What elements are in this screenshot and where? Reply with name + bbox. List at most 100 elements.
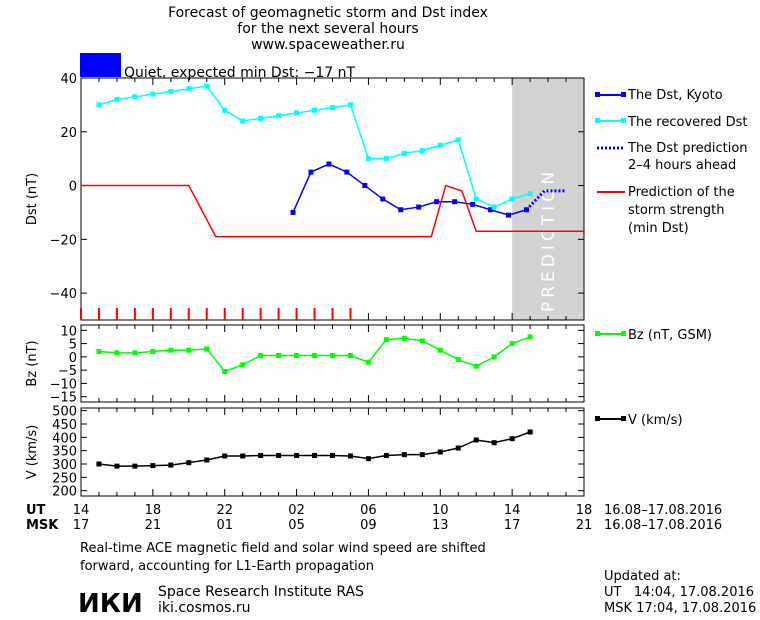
- data-point: [452, 199, 458, 205]
- data-point: [330, 353, 335, 359]
- data-point: [365, 456, 371, 462]
- data-point: [347, 102, 353, 108]
- data-point: [114, 97, 120, 103]
- title-line-2: for the next several hours: [237, 21, 418, 37]
- data-point: [509, 196, 515, 202]
- legend-prediction-line1: The Dst prediction: [627, 141, 748, 156]
- data-point: [186, 347, 192, 353]
- y-tick-label: 0: [69, 351, 77, 366]
- ut-tick-label: 14: [504, 503, 521, 518]
- institute-url: iki.cosmos.ru: [158, 600, 250, 616]
- status-swatch: [80, 53, 121, 77]
- data-point: [204, 346, 210, 352]
- data-point: [240, 118, 246, 124]
- date-range-ut: 16.08–17.08.2016: [604, 503, 722, 518]
- data-point: [383, 156, 389, 162]
- data-point: [491, 204, 497, 210]
- data-point: [383, 337, 389, 343]
- y-tick-label: 300: [52, 458, 77, 473]
- ut-tick-label: 14: [73, 503, 90, 518]
- status-text: Quiet, expected min Dst: −17 nT: [124, 65, 356, 81]
- data-point: [330, 452, 335, 458]
- data-point: [473, 437, 479, 443]
- y-tick-label: 450: [52, 418, 77, 433]
- data-point: [96, 349, 102, 355]
- data-point: [312, 353, 318, 359]
- data-point: [506, 212, 512, 218]
- ut-tick-label: 10: [432, 503, 449, 518]
- data-point: [509, 341, 515, 347]
- ut-tick-label: 02: [288, 503, 305, 518]
- data-point: [132, 94, 138, 100]
- ut-tick-label: 06: [360, 503, 377, 518]
- data-point: [380, 196, 386, 202]
- legend-strength-line1: Prediction of the: [628, 185, 735, 200]
- data-point: [383, 452, 389, 458]
- dst-frame: [80, 77, 585, 321]
- data-point: [473, 363, 479, 369]
- series-line: [525, 189, 567, 211]
- legend-strength-line2: storm strength: [628, 203, 725, 218]
- data-point: [132, 463, 138, 469]
- data-point: [347, 453, 353, 459]
- data-point: [222, 107, 228, 113]
- data-point: [365, 156, 371, 162]
- y-tick-label: 5: [69, 338, 77, 353]
- y-tick-label: 20: [60, 126, 77, 141]
- data-point: [290, 209, 296, 215]
- data-point: [258, 452, 264, 458]
- data-point: [240, 453, 246, 459]
- y-tick-label: 10: [60, 324, 77, 339]
- data-point: [150, 91, 156, 97]
- bz-frame: [80, 324, 585, 403]
- data-point: [398, 207, 404, 213]
- y-tick-label: 0: [69, 180, 77, 195]
- updated-ut: UT 14:04, 17.08.2016: [604, 585, 754, 600]
- data-point: [168, 347, 174, 353]
- series-line: [292, 163, 527, 216]
- data-point: [527, 191, 533, 197]
- v-y-label: V (km/s): [25, 425, 40, 480]
- data-point: [258, 353, 264, 359]
- legend-dst-label: The Dst, Kyoto: [627, 88, 723, 103]
- data-point: [365, 359, 371, 365]
- data-point: [455, 445, 461, 451]
- v-frame: [80, 407, 585, 497]
- series-line: [81, 184, 584, 238]
- msk-tick-label: 21: [576, 518, 593, 533]
- time-axis: UT MSK 16.08–17.08.2016 16.08–17.08.2016…: [26, 503, 722, 533]
- data-point: [222, 368, 228, 374]
- msk-tick-label: 13: [432, 518, 449, 533]
- data-point: [347, 353, 353, 359]
- legend-strength-line3: (min Dst): [628, 221, 689, 236]
- data-point: [204, 457, 210, 463]
- data-point: [168, 462, 174, 468]
- data-point: [326, 161, 332, 167]
- data-point: [240, 362, 246, 368]
- legend-recovered-label: The recovered Dst: [627, 115, 747, 130]
- legend-v-label: V (km/s): [628, 413, 683, 428]
- dst-panel: PREDICTION 40 20 0 −20 −40 Dst (nT): [25, 72, 585, 321]
- data-point: [401, 335, 407, 341]
- y-tick-label: −20: [50, 233, 77, 248]
- prediction-label: PREDICTION: [539, 168, 559, 312]
- msk-tick-label: 21: [145, 518, 162, 533]
- data-point: [527, 334, 533, 340]
- data-point: [96, 461, 102, 467]
- y-tick-label: −40: [50, 287, 77, 302]
- data-point: [455, 137, 461, 143]
- y-tick-label: −15: [50, 391, 77, 406]
- data-point: [455, 357, 461, 363]
- updated-msk: MSK 17:04, 17.08.2016: [604, 601, 756, 616]
- data-point: [294, 110, 300, 116]
- updated-label: Updated at:: [604, 569, 681, 584]
- legend-strength: Prediction of the storm strength (min Ds…: [597, 185, 735, 236]
- data-point: [276, 452, 282, 458]
- data-point: [473, 196, 479, 202]
- date-range-msk: 16.08–17.08.2016: [604, 518, 722, 533]
- msk-tick-label: 17: [504, 518, 521, 533]
- data-point: [362, 183, 368, 189]
